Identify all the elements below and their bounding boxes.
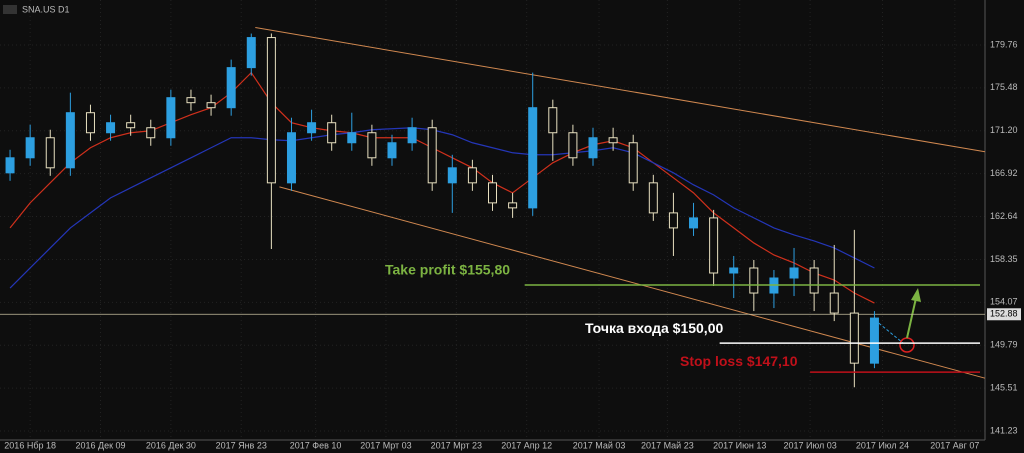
candle-body bbox=[387, 142, 397, 159]
candle-body bbox=[467, 167, 477, 184]
x-tick-label: 2017 Май 03 bbox=[573, 440, 626, 450]
y-tick-label: 166.92 bbox=[990, 168, 1018, 178]
candle-body bbox=[588, 137, 598, 159]
candle-body bbox=[347, 132, 357, 144]
candle-body bbox=[829, 292, 839, 314]
current-price-label: 152.88 bbox=[990, 309, 1018, 319]
channel-line bbox=[279, 186, 986, 379]
candle-body bbox=[488, 182, 497, 204]
y-tick-label: 158.35 bbox=[990, 254, 1018, 264]
candle-body bbox=[85, 112, 95, 134]
candle-body bbox=[729, 267, 739, 274]
x-tick-label: 2017 Фев 10 bbox=[290, 440, 342, 450]
candle-body bbox=[286, 132, 296, 184]
candle-body bbox=[407, 127, 417, 144]
x-tick-label: 2017 Мрт 03 bbox=[360, 440, 411, 450]
candle-body bbox=[307, 122, 317, 134]
candle-body bbox=[749, 267, 759, 294]
candle-body bbox=[508, 202, 518, 209]
candle-body bbox=[25, 137, 35, 159]
candle-body bbox=[709, 217, 719, 274]
symbol: SNA.US D1 bbox=[22, 4, 70, 14]
candle-body bbox=[427, 127, 437, 184]
candle-body bbox=[849, 312, 859, 364]
candle-body bbox=[668, 212, 678, 229]
moving-average bbox=[9, 127, 875, 289]
y-tick-label: 162.64 bbox=[990, 211, 1018, 221]
candle-body bbox=[568, 132, 578, 159]
candle-body bbox=[65, 112, 75, 169]
x-tick-label: 2017 Июл 03 bbox=[783, 440, 836, 450]
candle-body bbox=[106, 122, 116, 134]
candle-body bbox=[608, 137, 618, 144]
arrow-head bbox=[911, 288, 921, 302]
projection bbox=[874, 319, 904, 344]
candle-body bbox=[206, 102, 216, 109]
level-label: Take profit $155,80 bbox=[385, 262, 510, 278]
y-tick-label: 171.20 bbox=[990, 125, 1018, 135]
candle-body bbox=[166, 97, 176, 139]
candle-body bbox=[146, 127, 156, 139]
x-tick-label: 2017 Апр 12 bbox=[501, 440, 552, 450]
channel-line bbox=[255, 27, 986, 153]
y-tick-label: 179.76 bbox=[990, 39, 1018, 49]
grid bbox=[0, 0, 985, 440]
candle-body bbox=[186, 97, 196, 104]
x-tick-label: 2016 Дек 09 bbox=[75, 440, 125, 450]
candle-body bbox=[5, 157, 15, 174]
y-tick-label: 145.51 bbox=[990, 382, 1018, 392]
candle-body bbox=[789, 267, 799, 279]
candle-body bbox=[226, 67, 236, 109]
x-tick-label: 2017 Май 23 bbox=[641, 440, 694, 450]
level-label: Точка входа $150,00 bbox=[585, 320, 723, 336]
candle-body bbox=[628, 142, 638, 184]
y-tick-label: 141.23 bbox=[990, 425, 1018, 435]
x-tick-label: 2017 Июл 24 bbox=[856, 440, 909, 450]
candle-body bbox=[648, 182, 658, 214]
candle-body bbox=[689, 217, 699, 229]
candle-body bbox=[528, 107, 538, 209]
level-label: Stop loss $147,10 bbox=[680, 353, 798, 369]
y-tick-label: 175.48 bbox=[990, 82, 1018, 92]
x-tick-label: 2017 Янв 23 bbox=[216, 440, 267, 450]
candle-body bbox=[45, 137, 55, 169]
x-tick-label: 2016 Дек 30 bbox=[146, 440, 196, 450]
candle-body bbox=[266, 37, 276, 184]
x-tick-label: 2017 Авг 07 bbox=[930, 440, 979, 450]
x-tick-label: 2017 Июн 13 bbox=[713, 440, 766, 450]
current-price-box bbox=[987, 308, 1021, 321]
candle-body bbox=[246, 37, 256, 69]
x-tick-label: 2016 Нбр 18 bbox=[4, 440, 56, 450]
candle-body bbox=[126, 122, 136, 129]
candle-body bbox=[869, 317, 879, 364]
y-tick-label: 154.07 bbox=[990, 297, 1018, 307]
candle-body bbox=[327, 122, 337, 144]
arrow bbox=[906, 297, 917, 339]
candle-body bbox=[367, 132, 377, 159]
candle-body bbox=[809, 267, 819, 294]
y-tick-label: 149.79 bbox=[990, 340, 1018, 350]
candle-body bbox=[447, 167, 457, 184]
symbol-icon bbox=[3, 5, 17, 14]
x-tick-label: 2017 Мрт 23 bbox=[431, 440, 482, 450]
candle-body bbox=[548, 107, 558, 134]
